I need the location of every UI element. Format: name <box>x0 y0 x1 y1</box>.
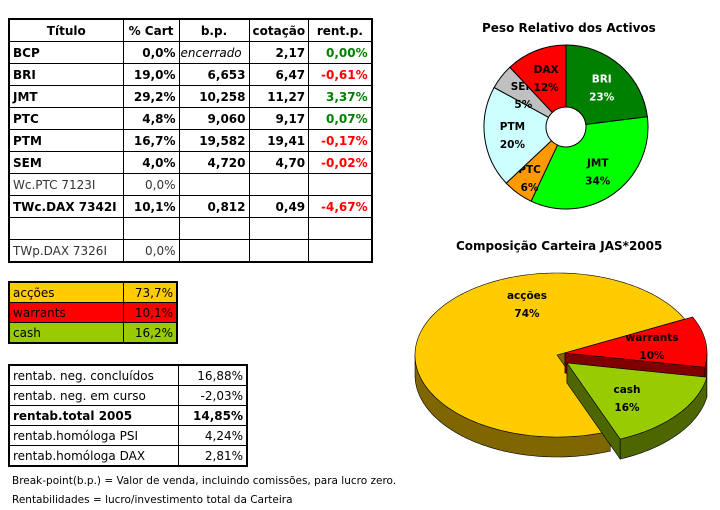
donut-label-ptm: PTM <box>500 121 525 133</box>
donut-value-jmt: 34% <box>585 176 611 188</box>
holdings-header-row: Título % Cart b.p. cotação rent.p. <box>8 18 373 42</box>
pie3d-slice-warrants <box>564 316 708 368</box>
returns-row: rentab.homóloga PSI 4,24% <box>8 425 248 446</box>
holding-titulo: BRI <box>8 63 124 86</box>
holding-cart: 4,0% <box>122 151 180 174</box>
holding-row: BCP 0,0% encerrado 2,17 0,00% <box>8 41 373 64</box>
header-rent: rent.p. <box>308 18 373 42</box>
allocation-label: warrants <box>8 302 124 323</box>
holding-titulo: TWp.DAX 7326I <box>8 239 124 263</box>
allocation-row: warrants 10,1% <box>8 302 178 323</box>
pie3d-label-warrants: warrants <box>626 332 679 344</box>
donut-label-jmt: JMT <box>586 158 609 170</box>
holding-bp: encerrado <box>178 41 250 64</box>
returns-value: 2,81% <box>177 445 248 467</box>
note-break-point: Break-point(b.p.) = Valor de venda, incl… <box>12 475 397 487</box>
allocation-value: 73,7% <box>122 281 178 303</box>
header-bp: b.p. <box>178 18 250 42</box>
note-rentabilidades: Rentabilidades = lucro/investimento tota… <box>12 494 293 506</box>
allocation-value: 16,2% <box>122 322 178 344</box>
pie3d-label-acções: acções <box>507 290 547 302</box>
returns-value: -2,03% <box>177 385 248 406</box>
returns-table: rentab. neg. concluídos 16,88% rentab. neg… <box>8 364 248 467</box>
pie3d-value-acções: 74% <box>514 308 540 320</box>
returns-row: rentab. neg. em curso -2,03% <box>8 385 248 406</box>
holding-cart: 0,0% <box>122 239 180 263</box>
pie3d-slice-acções <box>414 272 686 438</box>
holding-row: PTM 16,7% 19,582 19,41 -0,17% <box>8 129 373 152</box>
holding-row: JMT 29,2% 10,258 11,27 3,37% <box>8 85 373 108</box>
returns-label: rentab.homóloga PSI <box>8 425 179 446</box>
holding-bp <box>178 239 250 263</box>
pie3d-label-cash: cash <box>613 384 640 396</box>
holding-row: PTC 4,8% 9,060 9,17 0,07% <box>8 107 373 130</box>
donut-value-ptc: 6% <box>521 182 539 194</box>
header-cart: % Cart <box>122 18 180 42</box>
holding-rent: 0,07% <box>308 107 373 130</box>
donut-value-bri: 23% <box>589 91 615 103</box>
donut-slice-jmt <box>530 116 649 210</box>
donut-value-ptm: 20% <box>500 139 526 151</box>
returns-label: rentab. neg. em curso <box>8 385 179 406</box>
donut-value-dax: 12% <box>534 82 560 94</box>
holding-cart: 10,1% <box>122 195 180 218</box>
holding-rent: -0,61% <box>308 63 373 86</box>
holding-row <box>8 217 373 240</box>
holding-bp: 6,653 <box>178 63 250 86</box>
holding-rent <box>308 239 373 263</box>
pie3d-slice-cash <box>566 362 708 440</box>
donut-slice-bri <box>565 44 648 126</box>
holding-row: TWc.DAX 7342I 10,1% 0,812 0,49 -4,67% <box>8 195 373 218</box>
holdings-table: Título % Cart b.p. cotação rent.p. BCP 0,… <box>8 18 373 263</box>
allocation-label: cash <box>8 322 124 344</box>
holding-bp: 10,258 <box>178 85 250 108</box>
allocation-row: acções 73,7% <box>8 281 178 303</box>
allocation-value: 10,1% <box>122 302 178 323</box>
holding-bp: 9,060 <box>178 107 250 130</box>
allocation-row: cash 16,2% <box>8 322 178 344</box>
donut-slice-ptm <box>483 86 553 184</box>
returns-label: rentab. neg. concluídos <box>8 364 179 386</box>
holding-bp: 0,812 <box>178 195 250 218</box>
returns-value: 4,24% <box>177 425 248 446</box>
holding-row: BRI 19,0% 6,653 6,47 -0,61% <box>8 63 373 86</box>
pie3d-value-cash: 16% <box>614 402 640 414</box>
donut-value-sem: 5% <box>514 99 532 111</box>
donut-chart-title: Peso Relativo dos Activos <box>482 21 656 35</box>
allocation-table: acções 73,7% warrants 10,1% cash 16,2% <box>8 281 178 344</box>
pie3d-chart-title: Composição Carteira JAS*2005 <box>456 239 663 253</box>
holding-rent: 0,00% <box>308 41 373 64</box>
donut-slice-dax <box>509 44 567 114</box>
donut-label-bri: BRI <box>592 73 612 85</box>
holding-cotacao: 6,47 <box>248 63 310 86</box>
returns-row: rentab.homóloga DAX 2,81% <box>8 445 248 467</box>
holding-bp <box>178 217 250 240</box>
donut-label-dax: DAX <box>534 64 559 76</box>
pie3d-value-warrants: 10% <box>639 350 665 362</box>
holding-row: TWp.DAX 7326I 0,0% <box>8 239 373 263</box>
holding-rent <box>308 217 373 240</box>
donut-label-ptc: PTC <box>518 164 541 176</box>
holding-cotacao: 4,70 <box>248 151 310 174</box>
holding-bp: 19,582 <box>178 129 250 152</box>
